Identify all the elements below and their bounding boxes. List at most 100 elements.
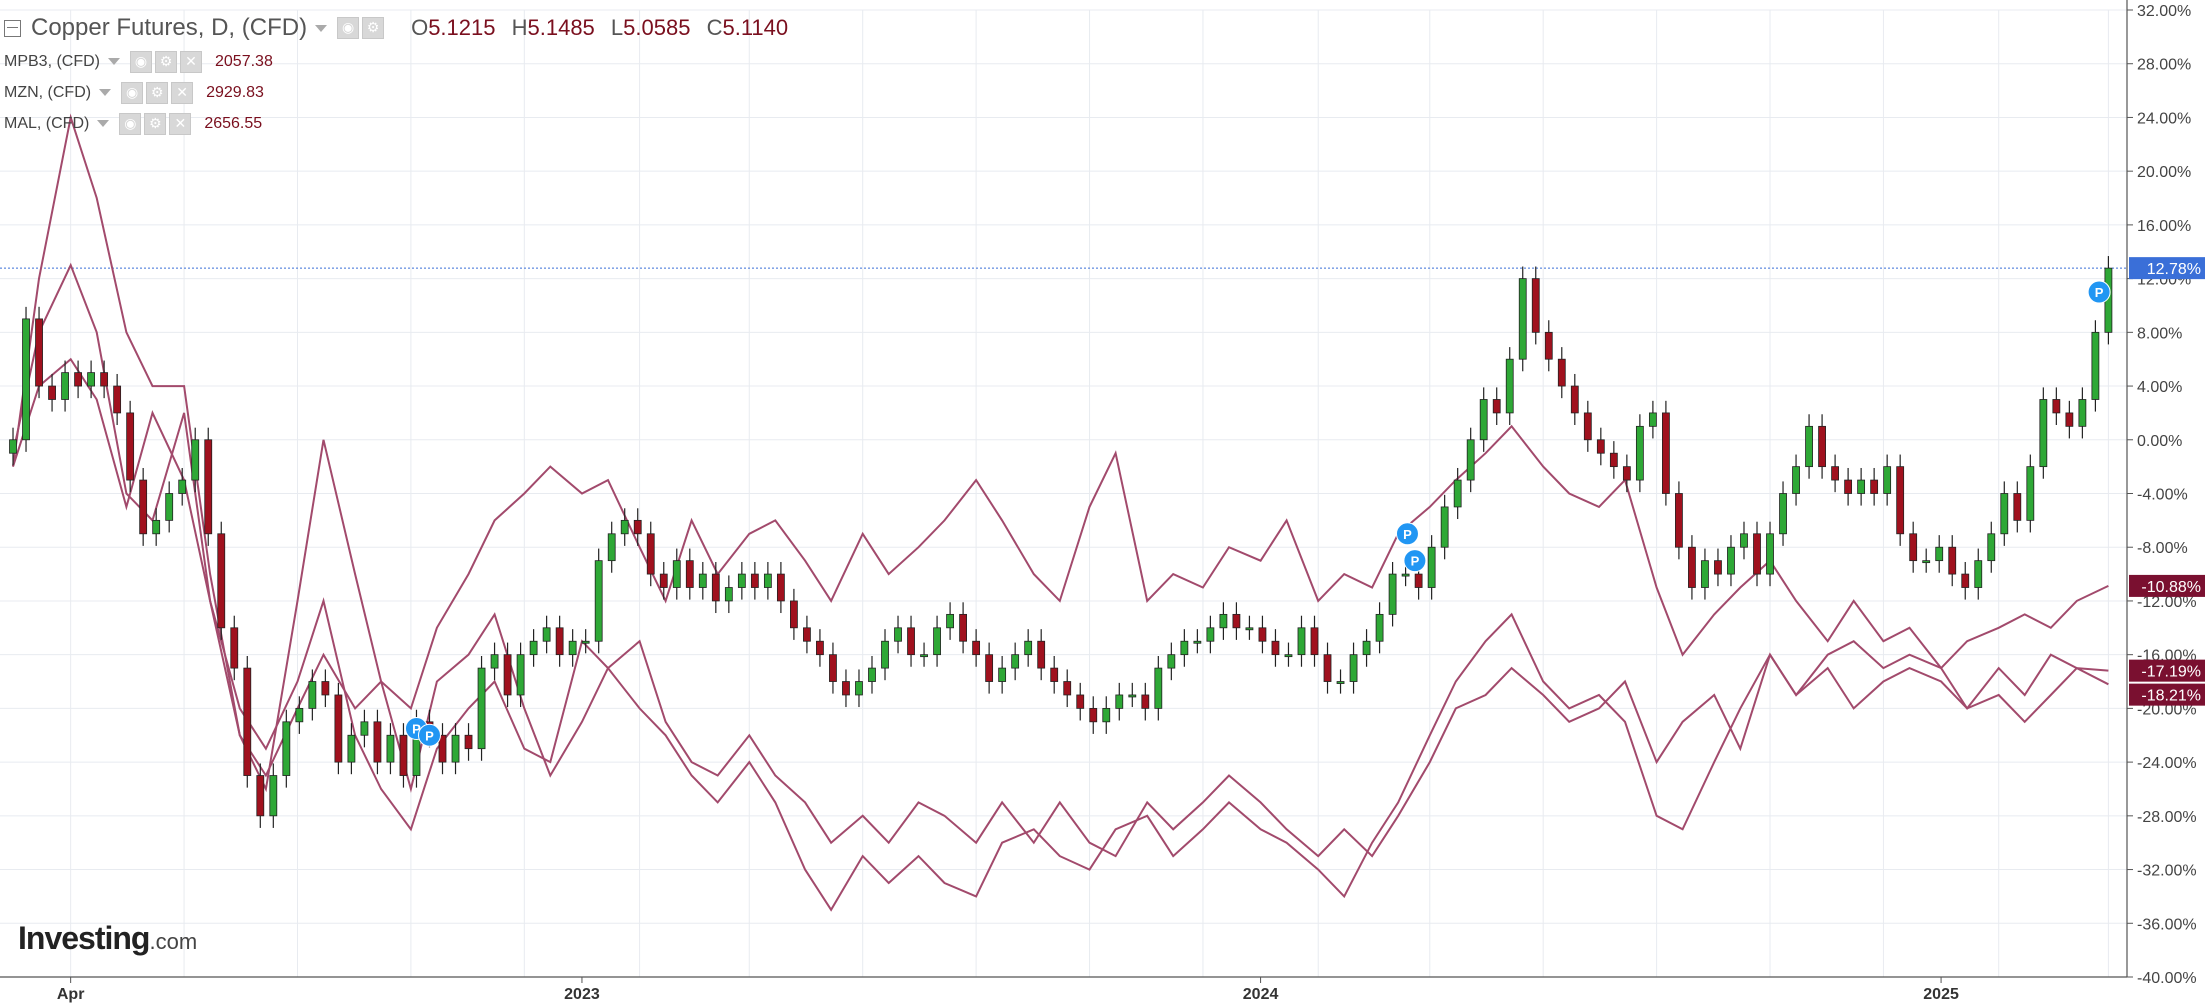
candle-body — [321, 681, 330, 696]
chevron-down-icon[interactable] — [315, 24, 328, 32]
candle-body — [855, 681, 863, 696]
eye-icon[interactable]: ◉ — [119, 112, 142, 135]
event-marker — [417, 723, 441, 747]
candle-body — [1818, 425, 1826, 468]
ohlc-readout: O5.1215 H5.1485 L5.0585 C5.1140 — [401, 15, 788, 41]
last-value-text: -18.21% — [2141, 688, 2201, 705]
candle-body — [464, 734, 473, 750]
candle-body — [1544, 331, 1553, 360]
event-marker-label: P — [425, 728, 434, 743]
candle-body — [1870, 479, 1879, 494]
candle-body — [1427, 546, 1436, 588]
candle-body — [1349, 654, 1358, 682]
candle-body — [672, 560, 681, 588]
close-icon[interactable]: ✕ — [180, 50, 202, 73]
candle-body — [1896, 466, 1905, 535]
candle-body — [1362, 640, 1371, 656]
close-icon[interactable]: ✕ — [171, 81, 194, 104]
overlay-series — [12, 113, 2109, 912]
candle-body — [1440, 506, 1449, 548]
candle-body — [633, 519, 642, 535]
last-value-box — [2129, 574, 2205, 597]
x-tick-label: 2023 — [564, 986, 600, 1003]
y-tick-label: 0.00% — [2137, 433, 2182, 450]
eye-icon[interactable]: ◉ — [130, 50, 152, 73]
candle-body — [568, 640, 577, 656]
candle-body — [1974, 560, 1983, 588]
collapse-icon[interactable] — [4, 19, 21, 37]
event-marker-label: P — [1411, 554, 1420, 569]
chevron-down-icon[interactable] — [99, 89, 112, 96]
overlay-line — [12, 357, 2109, 778]
candlestick-series — [9, 256, 2113, 828]
brand-name: Investing — [18, 920, 150, 956]
overlay-name[interactable]: MZN, (CFD) — [4, 83, 92, 101]
instrument-title[interactable]: Copper Futures, D, (CFD) — [31, 14, 308, 41]
candle-body — [1128, 694, 1137, 698]
candle-body — [490, 654, 499, 669]
candle-body — [2078, 399, 2087, 427]
eye-icon[interactable]: ◉ — [337, 17, 360, 39]
candle-body — [152, 519, 161, 535]
y-tick-label: -32.00% — [2137, 863, 2197, 880]
gear-icon[interactable]: ⚙ — [146, 81, 169, 104]
gear-icon[interactable]: ⚙ — [362, 17, 385, 39]
event-marker — [1403, 549, 1427, 573]
candle-body — [1727, 546, 1735, 575]
candle-body — [373, 721, 382, 763]
candle-body — [100, 372, 109, 387]
candle-body — [1701, 560, 1709, 588]
close-icon[interactable]: ✕ — [169, 112, 192, 135]
candle-body — [842, 681, 850, 696]
candle-body — [685, 560, 694, 588]
candle-body — [178, 479, 187, 494]
candle-body — [881, 640, 889, 669]
y-tick-label: 8.00% — [2137, 325, 2182, 342]
candle-body — [503, 654, 512, 696]
overlay-name[interactable]: MPB3, (CFD) — [4, 52, 100, 70]
candle-body — [646, 533, 655, 575]
candle-body — [1831, 466, 1839, 481]
candle-body — [139, 479, 148, 535]
candle-body — [308, 681, 317, 709]
high-value: 5.1485 — [527, 15, 595, 40]
candle-body — [972, 640, 981, 656]
close-value: 5.1140 — [722, 15, 789, 40]
overlay-value: 2057.38 — [215, 52, 273, 70]
chevron-down-icon[interactable] — [97, 120, 110, 127]
candle-body — [1076, 694, 1085, 709]
candle-body — [1557, 358, 1566, 387]
overlay-name[interactable]: MAL, (CFD) — [4, 114, 90, 132]
candle-body — [959, 613, 967, 642]
chevron-down-icon[interactable] — [108, 58, 120, 65]
candle-body — [87, 372, 96, 387]
gear-icon[interactable]: ⚙ — [144, 112, 167, 135]
candle-body — [1089, 707, 1098, 723]
candle-body — [581, 640, 590, 644]
candle-body — [217, 533, 226, 629]
event-marker — [2087, 280, 2111, 304]
candle-body — [1388, 573, 1397, 615]
y-tick-label: -12.00% — [2137, 594, 2197, 611]
candle-body — [126, 412, 135, 481]
candle-body — [1479, 399, 1488, 441]
high-label: H — [511, 15, 528, 40]
candle-body — [1662, 412, 1670, 494]
x-tick-label: 2025 — [1923, 986, 1959, 1003]
candle-body — [61, 372, 69, 400]
event-marker-label: P — [412, 722, 421, 737]
last-value-text: -10.88% — [2141, 579, 2201, 596]
event-marker-label: P — [2095, 285, 2104, 300]
event-marker-label: P — [1403, 527, 1412, 542]
gear-icon[interactable]: ⚙ — [155, 50, 177, 73]
candle-body — [1596, 439, 1605, 454]
candle-body — [763, 573, 772, 588]
y-tick-label: 4.00% — [2137, 379, 2182, 396]
candle-body — [998, 667, 1007, 682]
candle-body — [2026, 466, 2035, 521]
candle-body — [724, 587, 733, 602]
eye-icon[interactable]: ◉ — [121, 81, 144, 104]
